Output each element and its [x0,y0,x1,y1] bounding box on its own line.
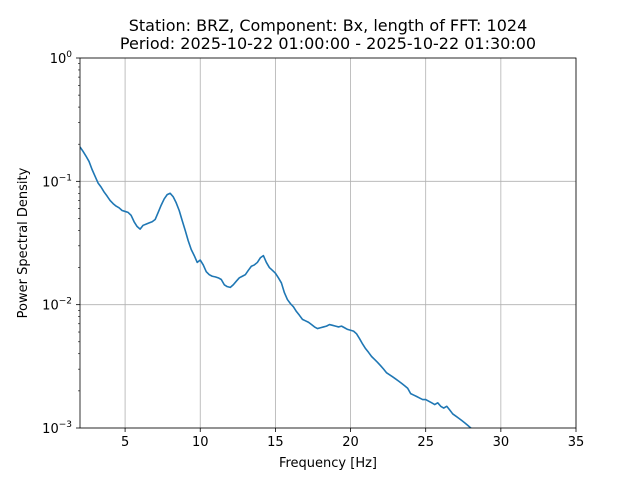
y-tick-base: 10 [42,175,59,190]
y-tick-base: 10 [42,422,59,437]
plot-area [80,146,472,428]
y-tick-label: 10−1 [42,173,72,190]
y-axis-label: Power Spectral Density [16,167,31,318]
x-axis-label: Frequency [Hz] [279,456,377,471]
psd-series-line [80,146,472,428]
x-tick-label: 5 [121,435,129,450]
plot-frame [79,57,577,429]
x-tick-label: 25 [417,435,434,450]
chart-title: Station: BRZ, Component: Bx, length of F… [129,16,528,35]
y-tick-exponent: −3 [59,420,72,430]
y-tick-exponent: −1 [59,173,72,183]
y-tick-label: 10−3 [42,420,72,437]
chart-subtitle: Period: 2025-10-22 01:00:00 - 2025-10-22… [120,34,536,53]
y-tick-base: 10 [50,52,67,67]
y-tick-label: 100 [50,50,73,67]
x-tick-label: 10 [192,435,209,450]
x-tick-label: 30 [493,435,510,450]
x-tick-label: 15 [267,435,284,450]
x-tick-label: 35 [568,435,585,450]
y-tick-base: 10 [42,299,59,314]
y-tick-label: 10−2 [42,297,72,314]
y-tick-exponent: −2 [59,297,72,307]
y-tick-exponent: 0 [66,50,72,60]
x-axis: 5 10 15 20 25 30 35 [121,428,584,450]
x-tick-label: 20 [342,435,359,450]
